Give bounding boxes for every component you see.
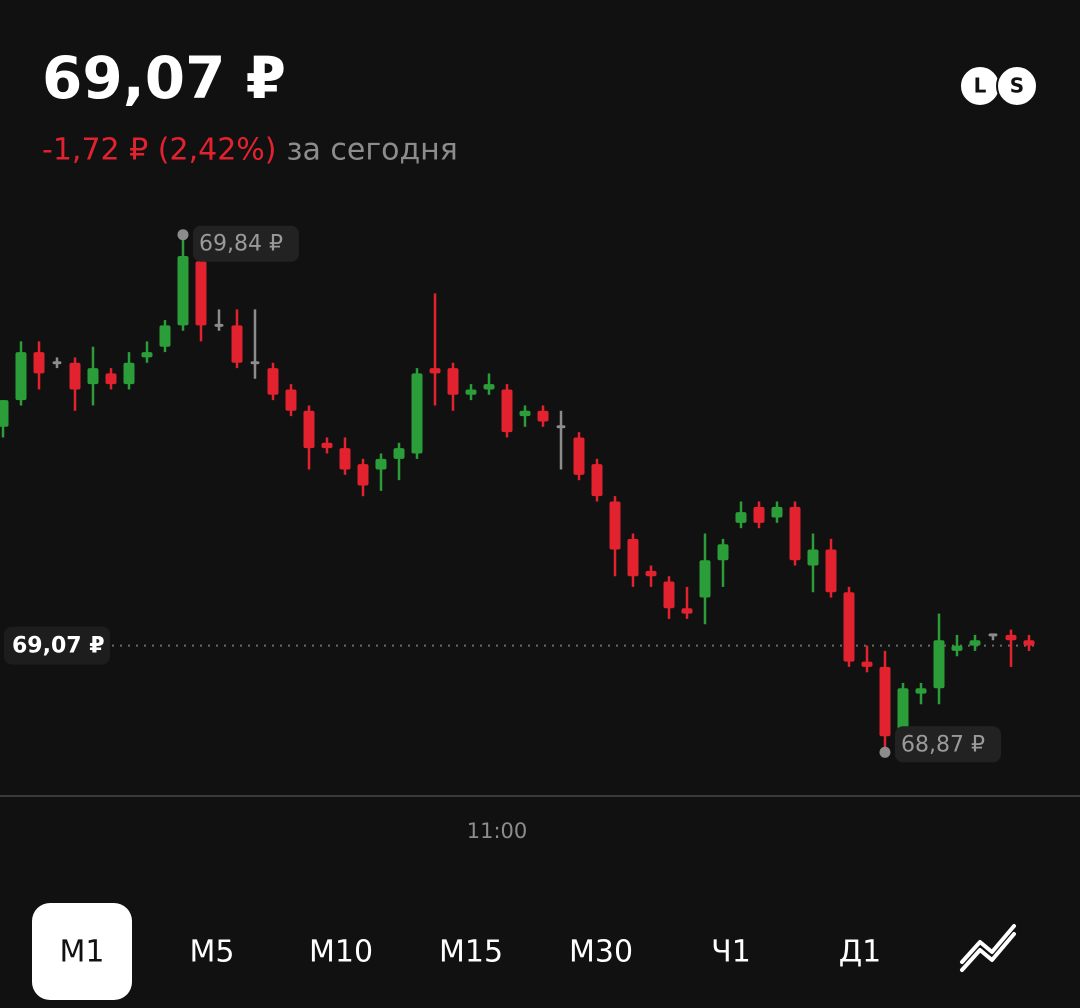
- candle-body: [861, 661, 873, 667]
- candle-body: [87, 368, 99, 385]
- candle-body: [52, 361, 62, 365]
- candle-body: [825, 549, 837, 593]
- candle-body: [177, 256, 189, 326]
- candle-body: [645, 570, 657, 577]
- candle-body: [465, 389, 477, 395]
- candle-body: [915, 688, 927, 694]
- timeframe-selected-bg[interactable]: [32, 903, 132, 1000]
- timeframe-button[interactable]: M30: [569, 935, 633, 970]
- candle-body: [556, 425, 566, 429]
- candle-body: [735, 512, 747, 523]
- timeframe-bar: M1 M5 M10 M15 M30 Ч1 Д1: [32, 903, 881, 1000]
- candle-body: [393, 448, 405, 459]
- badge-label[interactable]: S: [1010, 74, 1024, 98]
- x-tick-label: 11:00: [467, 819, 528, 843]
- timeframe-button[interactable]: Ч1: [711, 935, 751, 970]
- timeframe-button[interactable]: Д1: [839, 935, 882, 970]
- min-label-bg: [895, 726, 1001, 763]
- candle-body: [843, 592, 855, 662]
- candle-body: [537, 410, 549, 422]
- candle-body: [501, 389, 513, 433]
- price-change: -1,72 ₽ (2,42%): [42, 133, 277, 168]
- candle-body: [789, 506, 801, 561]
- candle-body: [447, 368, 459, 395]
- candle-body: [375, 458, 387, 470]
- badge-label[interactable]: L: [974, 74, 987, 98]
- candle-body: [771, 506, 783, 518]
- candle-body: [1023, 640, 1035, 646]
- timeframe-button[interactable]: M15: [439, 935, 503, 970]
- max-label-dot: [177, 229, 189, 241]
- candle-body: [483, 384, 495, 390]
- candle-body: [933, 640, 945, 689]
- candle-body: [214, 323, 224, 327]
- last-price-label: 69,07 ₽: [12, 634, 105, 659]
- timeframe-button[interactable]: M5: [190, 935, 235, 970]
- candle-body: [699, 560, 711, 598]
- candle-body: [339, 448, 351, 470]
- candle-body: [267, 368, 279, 395]
- candle-body: [429, 368, 441, 374]
- candle-body: [105, 373, 117, 385]
- candle-body: [15, 352, 27, 401]
- candle-body: [1005, 634, 1017, 641]
- candle-body: [303, 410, 315, 449]
- candle-body: [717, 544, 729, 561]
- candle-body: [681, 608, 693, 614]
- chart: 11:00 69,07 ₽ 69,84 ₽ 68,87 ₽: [0, 225, 1040, 843]
- candle-body: [879, 666, 891, 737]
- candle-body: [231, 325, 243, 363]
- price: 69,07 ₽: [42, 44, 286, 112]
- candle-body: [141, 352, 153, 358]
- candle-body: [969, 640, 981, 646]
- min-label: 68,87 ₽: [901, 732, 985, 757]
- candle-body: [573, 437, 585, 475]
- last-price-label-bg: [4, 626, 110, 665]
- price-change-period: за сегодня: [287, 133, 458, 168]
- candle-body: [69, 362, 81, 390]
- timeframe-button[interactable]: M10: [309, 935, 373, 970]
- candle-body: [123, 362, 135, 385]
- max-label: 69,84 ₽: [199, 232, 283, 257]
- candle-body: [33, 352, 45, 374]
- min-label-dot: [879, 746, 891, 758]
- candle-body: [357, 464, 369, 486]
- candle-body: [807, 549, 819, 566]
- candle-body: [411, 373, 423, 454]
- candle-body: [753, 506, 765, 523]
- candle-body: [159, 325, 171, 347]
- candle-body: [897, 688, 909, 731]
- candle-body: [988, 633, 998, 637]
- candle-body: [951, 645, 963, 651]
- candle-body: [0, 400, 9, 427]
- max-label-bg: [193, 225, 299, 262]
- line-chart-toggle[interactable]: [960, 932, 1016, 972]
- candle-body: [591, 464, 603, 497]
- candle-body: [627, 538, 639, 577]
- badge-circle[interactable]: [996, 65, 1038, 107]
- candle-body: [285, 389, 297, 411]
- line-chart-toggle-shadow[interactable]: [960, 924, 1016, 964]
- candle-body: [519, 410, 531, 417]
- timeframe-button[interactable]: M1: [60, 935, 105, 970]
- candle-body: [195, 261, 207, 326]
- candle-body: [250, 361, 260, 365]
- candle-body: [663, 581, 675, 609]
- candle-body: [321, 442, 333, 449]
- candle-body: [609, 501, 621, 550]
